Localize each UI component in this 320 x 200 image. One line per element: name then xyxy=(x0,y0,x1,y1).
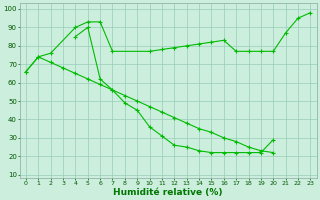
X-axis label: Humidité relative (%): Humidité relative (%) xyxy=(113,188,223,197)
